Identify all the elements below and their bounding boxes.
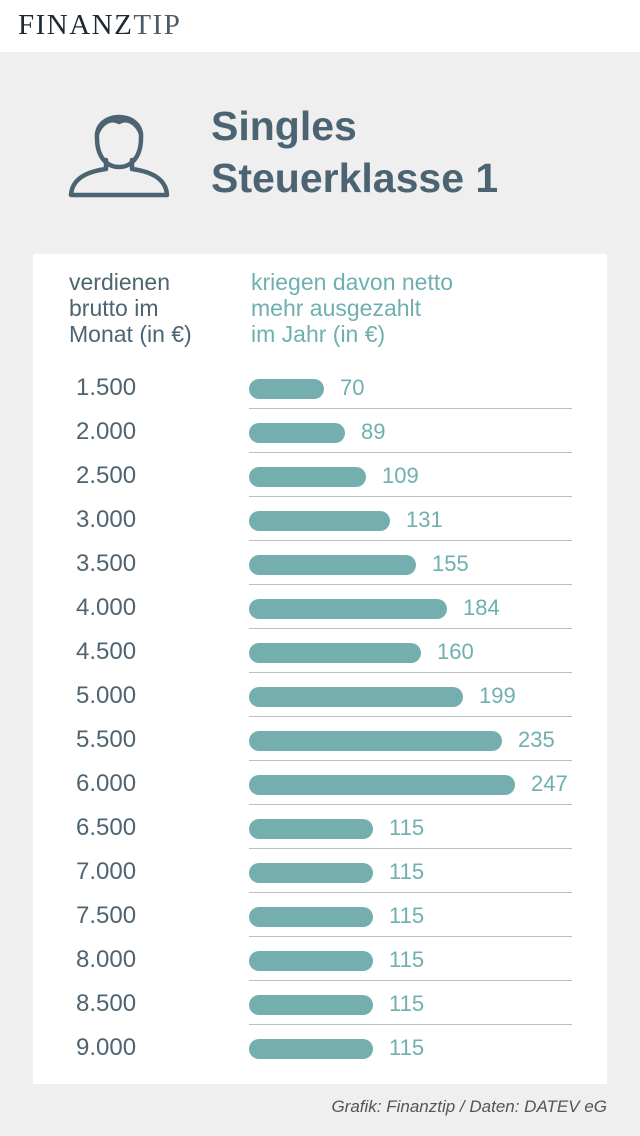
bar	[249, 687, 463, 707]
data-label: 235	[518, 727, 555, 752]
data-label: 199	[479, 683, 516, 708]
data-label: 89	[361, 419, 386, 444]
bar-row: 7.000 115	[33, 850, 607, 894]
bar	[249, 555, 416, 575]
bar	[249, 379, 324, 399]
row-divider	[249, 848, 572, 849]
bar	[249, 731, 502, 751]
bar	[249, 423, 345, 443]
bar-row: 2.000 89	[33, 410, 607, 454]
bar	[249, 995, 373, 1015]
data-label: 131	[406, 507, 443, 532]
bar	[249, 511, 390, 531]
top-bar: FINANZTIP	[0, 0, 640, 52]
category-label: 7.000	[76, 858, 137, 885]
row-divider	[249, 628, 572, 629]
data-label: 184	[463, 595, 500, 620]
bar-row: 8.500 115	[33, 982, 607, 1026]
category-label: 3.000	[76, 506, 137, 533]
category-label: 6.000	[76, 770, 137, 797]
column-header-net-line: im Jahr (in €)	[251, 321, 386, 347]
bar	[249, 907, 373, 927]
bar	[249, 951, 373, 971]
bar-row: 5.000 199	[33, 674, 607, 718]
category-label: 9.000	[76, 1034, 137, 1061]
data-label: 115	[389, 1035, 425, 1060]
data-label: 109	[382, 463, 419, 488]
row-divider	[249, 980, 572, 981]
category-label: 2.500	[76, 462, 137, 489]
category-label: 3.500	[76, 550, 137, 577]
bar	[249, 643, 421, 663]
column-header-net-line: kriegen davon netto	[251, 269, 454, 295]
bar-row: 6.500 115	[33, 806, 607, 850]
bar-row: 9.000 115	[33, 1026, 607, 1070]
person-icon	[68, 114, 170, 198]
bar-row: 3.000 131	[33, 498, 607, 542]
bar	[249, 863, 373, 883]
title-line-2: Steuerklasse 1	[211, 155, 499, 201]
bar-row: 7.500 115	[33, 894, 607, 938]
row-divider	[249, 936, 572, 937]
bar-row: 1.500 70	[33, 366, 607, 410]
data-label: 160	[437, 639, 474, 664]
source-note: Grafik: Finanztip / Daten: DATEV eG	[331, 1097, 607, 1116]
column-header-gross-line: Monat (in €)	[69, 321, 192, 347]
brand-name-accent: TIP	[133, 9, 182, 41]
bar	[249, 1039, 373, 1059]
bar	[249, 467, 366, 487]
row-divider	[249, 452, 572, 453]
category-label: 2.000	[76, 418, 137, 445]
data-label: 247	[531, 771, 568, 796]
bar	[249, 599, 447, 619]
bar-row: 3.500 155	[33, 542, 607, 586]
page-title: Singles Steuerklasse 1	[211, 100, 498, 204]
data-label: 115	[389, 947, 425, 972]
column-header-gross-line: brutto im	[69, 295, 159, 321]
row-divider	[249, 716, 572, 717]
column-header-net: kriegen davon netto mehr ausgezahlt im J…	[251, 269, 453, 347]
brand-logo[interactable]: FINANZTIP	[18, 9, 181, 42]
title-line-1: Singles	[211, 103, 357, 149]
brand-name-main: FINANZ	[18, 9, 134, 41]
chart-panel: verdienen brutto im Monat (in €) kriegen…	[33, 254, 607, 1084]
data-label: 115	[389, 903, 425, 928]
row-divider	[249, 584, 572, 585]
category-label: 5.000	[76, 682, 137, 709]
category-label: 4.500	[76, 638, 137, 665]
category-label: 1.500	[76, 374, 137, 401]
category-label: 4.000	[76, 594, 137, 621]
bar-row: 4.500 160	[33, 630, 607, 674]
row-divider	[249, 672, 572, 673]
data-label: 70	[340, 375, 365, 400]
row-divider	[249, 804, 572, 805]
column-header-gross-line: verdienen	[69, 269, 171, 295]
bar-chart-rows: 1.500 70 2.000 89 2.500 109 3.000 131 3.500 155 4.…	[33, 254, 607, 1084]
row-divider	[249, 540, 572, 541]
data-label: 155	[432, 551, 469, 576]
category-label: 8.000	[76, 946, 137, 973]
data-label: 115	[389, 991, 425, 1016]
data-label: 115	[389, 859, 425, 884]
row-divider	[249, 1024, 572, 1025]
category-label: 8.500	[76, 990, 137, 1017]
row-divider	[249, 892, 572, 893]
bar	[249, 775, 515, 795]
bar-row: 5.500 235	[33, 718, 607, 762]
row-divider	[249, 496, 572, 497]
data-label: 115	[389, 815, 425, 840]
bar-row: 8.000 115	[33, 938, 607, 982]
bar-row: 2.500 109	[33, 454, 607, 498]
row-divider	[249, 408, 572, 409]
column-header-gross: verdienen brutto im Monat (in €)	[69, 269, 192, 347]
category-label: 6.500	[76, 814, 137, 841]
category-label: 5.500	[76, 726, 137, 753]
category-label: 7.500	[76, 902, 137, 929]
bar	[249, 819, 373, 839]
row-divider	[249, 760, 572, 761]
bar-row: 4.000 184	[33, 586, 607, 630]
bar-row: 6.000 247	[33, 762, 607, 806]
column-header-net-line: mehr ausgezahlt	[251, 295, 422, 321]
